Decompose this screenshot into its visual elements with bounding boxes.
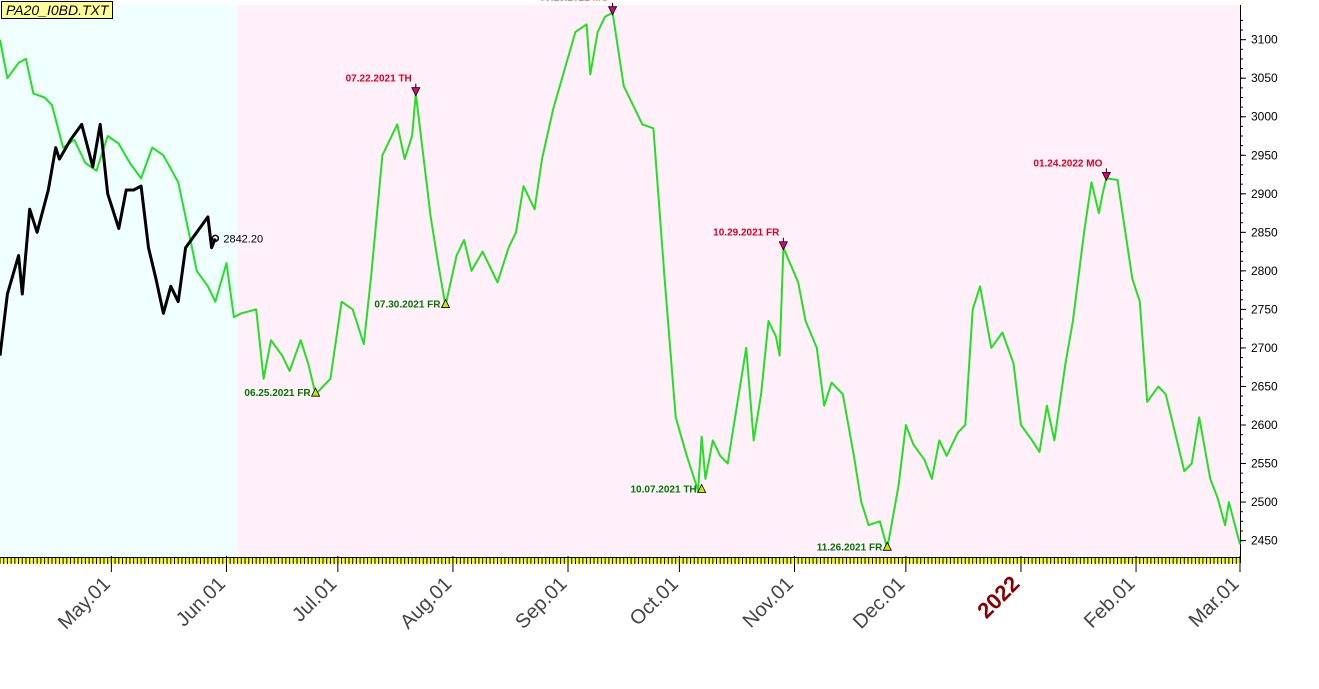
trough-marker <box>697 483 707 493</box>
series-line-main <box>0 11 1241 550</box>
peak-marker <box>411 87 421 97</box>
trough-label: 07.30.2021 FR <box>374 300 441 311</box>
x-tick-label: Feb.01 <box>1080 573 1140 633</box>
x-tick-label: Aug.01 <box>396 573 456 633</box>
trough-label: 06.25.2021 FR <box>244 388 311 399</box>
x-tick-label: Dec.01 <box>849 573 909 633</box>
x-tick-label: Sep.01 <box>511 573 571 633</box>
y-tick-label: 2550 <box>1251 457 1278 471</box>
background-region <box>237 5 1240 556</box>
y-tick-label: 2450 <box>1251 534 1278 548</box>
y-tick-label: 2950 <box>1251 148 1278 162</box>
x-tick-label: Oct.01 <box>626 573 683 630</box>
y-tick-label: 2800 <box>1251 264 1278 278</box>
x-tick-label: Nov.01 <box>739 573 798 632</box>
trough-marker <box>310 387 321 397</box>
y-tick-label: 3050 <box>1251 71 1278 85</box>
peak-marker <box>1101 171 1111 182</box>
y-tick-label: 2650 <box>1251 379 1278 393</box>
chart-title: PA20_I0BD.TXT <box>1 1 114 19</box>
y-tick-label: 3100 <box>1251 33 1278 47</box>
last-value-marker <box>211 234 220 243</box>
x-tick-label: Mar.01 <box>1185 573 1244 632</box>
x-tick-label: Jun.01 <box>172 573 230 631</box>
peak-label: 01.24.2022 MO <box>1033 158 1102 169</box>
x-year-label: 2022 <box>972 571 1024 623</box>
trough-marker <box>882 541 892 551</box>
trough-marker <box>440 298 451 308</box>
x-tick-label: Jul.01 <box>288 573 341 626</box>
trough-label: 11.26.2021 FR <box>817 542 883 553</box>
x-tick-label: May.01 <box>54 573 115 634</box>
peak-label: 07.22.2021 TH <box>346 74 412 85</box>
y-tick-label: 2850 <box>1251 225 1278 239</box>
peak-label: 09.13.2021 MO <box>540 0 609 4</box>
y-tick-label: 2600 <box>1251 418 1278 432</box>
peak-label: 10.29.2021 FR <box>713 228 780 239</box>
y-tick-label: 2700 <box>1251 341 1278 355</box>
series-line-black <box>0 122 217 356</box>
y-tick-label: 2750 <box>1251 302 1278 316</box>
trough-label: 10.07.2021 TH <box>631 484 697 495</box>
y-tick-label: 3000 <box>1251 110 1278 124</box>
y-tick-label: 2900 <box>1251 187 1278 201</box>
y-tick-label: 2500 <box>1251 495 1278 509</box>
last-value-label: 2842.20 <box>223 233 263 245</box>
background-region <box>0 5 238 556</box>
